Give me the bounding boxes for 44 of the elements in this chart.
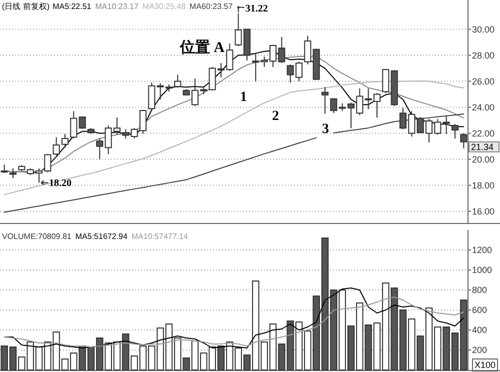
y-tick-label: 18.00 bbox=[472, 180, 495, 190]
y-tick-label: 400 bbox=[472, 325, 488, 335]
y-tick-label: 800 bbox=[472, 285, 488, 295]
y-tick-label: 28.00 bbox=[472, 50, 495, 60]
candlestick bbox=[9, 168, 17, 179]
candlestick bbox=[148, 82, 156, 110]
text: MA30:25.48 bbox=[142, 2, 186, 11]
candlestick bbox=[96, 138, 104, 160]
candlestick bbox=[442, 116, 450, 134]
legend-label: MA60:23.57 bbox=[190, 2, 234, 11]
note-high: 31.22 bbox=[237, 3, 268, 14]
chart-title: (日线 前复权) bbox=[2, 2, 50, 11]
y-tick-label: 26.00 bbox=[472, 76, 495, 86]
text: MA10:23.17 bbox=[95, 2, 139, 11]
y-tick-label: 24.00 bbox=[472, 102, 495, 112]
y-tick-label: 1000 bbox=[472, 265, 492, 275]
candlestick bbox=[252, 52, 260, 82]
text: X100 bbox=[474, 360, 496, 370]
y-tick-label: 16.00 bbox=[472, 206, 495, 216]
candlestick bbox=[304, 35, 312, 65]
candlestick bbox=[70, 110, 78, 139]
text: MA5:51672.94 bbox=[75, 232, 128, 241]
text: MA5:22.51 bbox=[52, 2, 92, 11]
candlestick bbox=[122, 128, 130, 139]
candlestick bbox=[451, 124, 459, 139]
text: MA10:57477.14 bbox=[131, 232, 188, 241]
annotation: 2 bbox=[272, 109, 279, 124]
y-tick-label: 30.00 bbox=[472, 24, 495, 34]
annotation: 位置 A bbox=[179, 39, 225, 56]
note-low: 18.20 bbox=[40, 178, 72, 190]
candlestick bbox=[382, 68, 390, 94]
annotation: 18.20 bbox=[49, 178, 72, 190]
annotation: 3 bbox=[322, 122, 329, 137]
y-tick-label: 1200 bbox=[472, 245, 492, 255]
y-tick-label: 22.00 bbox=[472, 128, 495, 138]
candlestick bbox=[321, 86, 329, 114]
y-tick-label: 200 bbox=[472, 345, 488, 355]
annotation: 31.22 bbox=[245, 3, 268, 14]
y-tick-label: 600 bbox=[472, 305, 488, 315]
annotation: 1 bbox=[240, 90, 247, 105]
y-tick-label: 20.00 bbox=[472, 154, 495, 164]
candlestick bbox=[330, 98, 338, 114]
text: VOLUME:70809.81 bbox=[2, 232, 72, 241]
note-tag: 21.34 bbox=[468, 141, 500, 152]
